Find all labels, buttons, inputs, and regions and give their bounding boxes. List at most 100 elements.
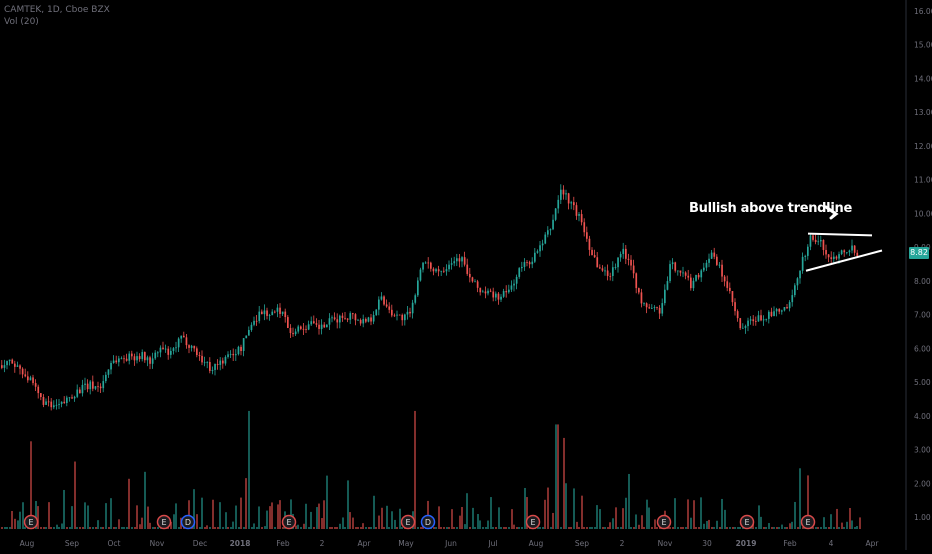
candle-body — [120, 358, 123, 360]
volume-bar — [30, 441, 32, 529]
volume-bar — [435, 527, 437, 529]
candle-body — [419, 269, 422, 281]
volume-bar — [729, 527, 731, 529]
candle-body — [326, 324, 328, 328]
symbol-label[interactable]: CAMTEK, 1D, Cboe BZX — [4, 5, 110, 15]
candle-body — [300, 326, 302, 329]
volume-bar — [331, 527, 333, 529]
volume-bar — [266, 510, 268, 529]
candle-body — [557, 199, 560, 209]
annotation-text[interactable]: Bullish above trendline — [689, 201, 852, 216]
dividend-badge-circle — [420, 514, 436, 530]
volume-bar — [225, 512, 227, 529]
candle-body — [612, 267, 614, 276]
candle-body — [136, 356, 138, 361]
candle-body — [183, 335, 185, 338]
volume-indicator-label[interactable]: Vol (20) — [4, 17, 39, 27]
earnings-badge[interactable]: E — [281, 514, 297, 530]
volume-bar — [97, 520, 99, 529]
volume-bar — [118, 519, 120, 529]
volume-bar — [768, 523, 770, 529]
volume-bar — [399, 508, 401, 529]
volume-bar — [791, 521, 793, 529]
candle-body — [406, 311, 409, 315]
dividend-badge[interactable]: D — [420, 514, 436, 530]
candle-body — [567, 193, 570, 204]
volume-bar — [464, 524, 466, 529]
earnings-badge-circle — [739, 514, 755, 530]
candle-body — [645, 303, 648, 308]
volume-bar — [586, 527, 588, 529]
y-tick-label: 10.00 — [914, 209, 932, 218]
volume-bar — [53, 527, 55, 529]
volume-bar — [830, 514, 832, 529]
trendline-upper — [807, 232, 873, 237]
candle-body — [804, 255, 807, 257]
volume-bar — [232, 521, 234, 529]
volume-bar — [581, 495, 583, 529]
earnings-badge[interactable]: E — [800, 514, 816, 530]
volume-bar — [719, 527, 721, 529]
volume-bar — [596, 505, 598, 529]
volume-bar — [622, 508, 624, 529]
volume-bar — [243, 527, 245, 529]
candle-body — [658, 307, 661, 314]
candle-body — [318, 324, 320, 329]
candle-body — [570, 202, 573, 204]
volume-bar — [539, 527, 541, 529]
volume-bar — [609, 522, 611, 529]
volume-bar — [342, 517, 344, 529]
earnings-badge[interactable]: E — [525, 514, 541, 530]
volume-bar — [108, 527, 110, 529]
candle-body — [731, 291, 734, 303]
earnings-badge[interactable]: E — [656, 514, 672, 530]
earnings-badge[interactable]: E — [400, 514, 416, 530]
volume-bar — [773, 527, 775, 529]
last-price-tag: 8.82 — [909, 247, 929, 259]
candle-body — [666, 281, 669, 290]
candle-body — [151, 358, 154, 364]
volume-bar — [771, 527, 773, 529]
candle-body — [292, 333, 294, 335]
volume-bar — [92, 527, 94, 529]
candle-body — [219, 360, 222, 365]
candle-body — [653, 307, 656, 308]
volume-bar — [833, 527, 835, 529]
volume-bar — [563, 437, 565, 529]
y-tick-label: 12.00 — [914, 142, 932, 151]
x-tick-label: Jun — [444, 539, 457, 548]
volume-bar — [625, 497, 627, 529]
volume-bar — [113, 527, 115, 529]
volume-bar — [576, 521, 578, 529]
volume-bar — [290, 499, 292, 529]
candle-body — [167, 348, 170, 355]
earnings-badge-label: E — [530, 518, 535, 527]
candle-body — [214, 364, 216, 370]
earnings-badge[interactable]: E — [23, 514, 39, 530]
candle-body — [255, 320, 258, 322]
volume-bar — [84, 502, 86, 529]
volume-bar — [685, 527, 687, 529]
candle-body — [47, 401, 50, 403]
volume-bar — [339, 523, 341, 529]
dividend-badge[interactable]: D — [180, 514, 196, 530]
candle-body — [812, 235, 814, 240]
earnings-badge[interactable]: E — [739, 514, 755, 530]
candle-body — [76, 389, 79, 397]
dividend-badge-circle — [180, 514, 196, 530]
volume-bar — [643, 527, 645, 529]
candle-body — [261, 311, 263, 315]
candle-body — [435, 269, 437, 272]
candle-body — [791, 295, 794, 303]
candle-body — [144, 352, 146, 361]
candle-body — [365, 319, 367, 322]
candle-body — [357, 319, 359, 321]
candle-body — [224, 356, 227, 364]
volume-bar — [700, 497, 702, 529]
earnings-badge[interactable]: E — [156, 514, 172, 530]
candle-body — [562, 189, 565, 195]
volume-bar — [469, 527, 471, 529]
candle-body — [723, 276, 726, 282]
